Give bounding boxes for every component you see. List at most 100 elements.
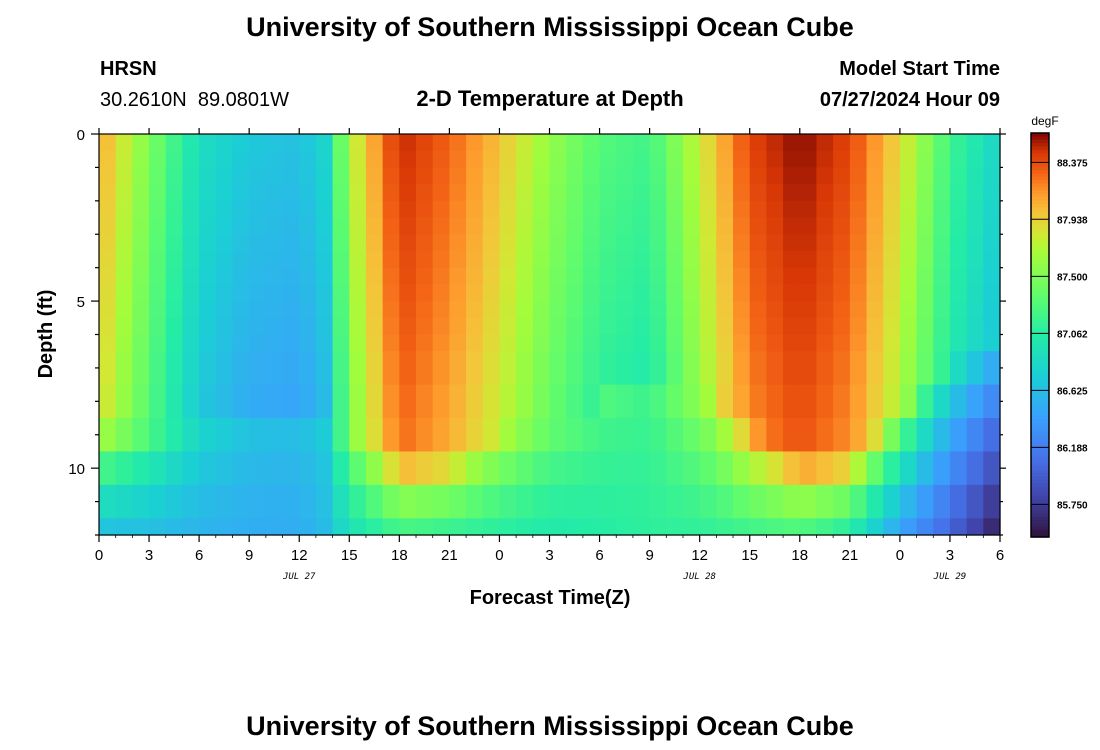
colorbar-swatch [1031, 473, 1049, 477]
heatmap-cell [899, 200, 918, 219]
heatmap-cell [365, 484, 384, 519]
heatmap-cell [432, 334, 450, 352]
heatmap-cell [749, 184, 768, 202]
heatmap-cell [132, 484, 150, 519]
heatmap-cell [733, 418, 751, 453]
heatmap-cell [716, 167, 734, 185]
heatmap-cell [449, 200, 467, 219]
heatmap-cell [232, 301, 250, 319]
heatmap-cell [766, 351, 784, 386]
x-tick-label: 12 [291, 547, 308, 564]
heatmap-cell [866, 167, 884, 185]
heatmap-cell [315, 284, 334, 302]
heatmap-cell [733, 267, 751, 285]
heatmap-cell [699, 301, 717, 319]
heatmap-cell [499, 184, 517, 202]
heatmap-cell [733, 234, 751, 252]
heatmap-cell [349, 351, 367, 386]
heatmap-cell [349, 317, 367, 336]
heatmap-cell [332, 418, 350, 453]
heatmap-cell [332, 317, 350, 336]
x-tick-label: 18 [791, 547, 808, 564]
heatmap-cell [616, 301, 634, 319]
heatmap-cell [432, 301, 450, 319]
heatmap-cell [699, 451, 717, 486]
heatmap-cell [632, 418, 651, 453]
heatmap-cell [749, 150, 768, 169]
heatmap-cell [482, 150, 501, 169]
heatmap-cell [799, 518, 818, 536]
heatmap-cell [466, 134, 484, 152]
heatmap-cell [332, 234, 350, 252]
heatmap-cell [482, 250, 501, 269]
heatmap-cell [466, 234, 484, 252]
heatmap-cell [599, 351, 617, 386]
x-tick-label: 21 [441, 547, 458, 564]
heatmap-cell [766, 134, 784, 152]
heatmap-cell [799, 484, 818, 519]
colorbar-swatch [1031, 271, 1049, 275]
heatmap-cell [766, 284, 784, 302]
heatmap-cell [649, 200, 667, 219]
heatmap-cell [616, 184, 634, 202]
heatmap-cell [799, 334, 818, 352]
heatmap-cell [115, 418, 133, 453]
heatmap-cell [849, 134, 868, 152]
heatmap-cell [599, 200, 617, 219]
heatmap-cell [165, 301, 184, 319]
heatmap-cell [699, 317, 717, 336]
colorbar-swatch [1031, 237, 1049, 242]
colorbar-swatch [1031, 257, 1049, 262]
colorbar-swatch [1031, 297, 1049, 302]
heatmap-cell [165, 150, 184, 169]
heatmap-cell [165, 267, 184, 285]
heatmap-cell [699, 484, 717, 519]
heatmap-cell [916, 200, 934, 219]
heatmap-cell [466, 200, 484, 219]
heatmap-cell [199, 284, 217, 302]
heatmap-cell [449, 334, 467, 352]
heatmap-cell [749, 418, 768, 453]
heatmap-cell [265, 451, 284, 486]
heatmap-cell [149, 150, 167, 169]
heatmap-cell [716, 184, 734, 202]
heatmap-cell [315, 301, 334, 319]
station-coords: 30.2610N 89.0801W [100, 89, 289, 111]
heatmap-cell [799, 384, 818, 419]
heatmap-cell [115, 217, 133, 235]
colorbar-swatch [1031, 452, 1049, 457]
heatmap-cell [632, 150, 651, 169]
heatmap-cell [783, 134, 801, 152]
heatmap-cell [215, 234, 234, 252]
heatmap-cell [199, 334, 217, 352]
heatmap-cell [165, 234, 184, 252]
heatmap-cell [916, 150, 934, 169]
heatmap-cell [532, 451, 551, 486]
heatmap-cell [132, 418, 150, 453]
heatmap-cell [332, 351, 350, 386]
colorbar-swatch [1031, 402, 1049, 407]
colorbar-swatch [1031, 247, 1049, 252]
heatmap-cell [682, 184, 701, 202]
heatmap-cell [916, 134, 934, 152]
colorbar-swatch [1031, 190, 1049, 195]
colorbar-swatch [1031, 203, 1049, 208]
heatmap-cell [682, 134, 701, 152]
heatmap-cell [649, 484, 667, 519]
heatmap-cell [149, 451, 167, 486]
heatmap-cell [165, 451, 184, 486]
heatmap-cell [749, 484, 768, 519]
heatmap-cell [983, 284, 1001, 302]
heatmap-cell [182, 334, 200, 352]
colorbar-swatch [1031, 493, 1049, 498]
heatmap-cell [382, 351, 400, 386]
heatmap-cell [933, 451, 951, 486]
colorbar-swatch [1031, 220, 1049, 225]
heatmap-cell [566, 150, 584, 169]
heatmap-cell [649, 518, 667, 536]
heatmap-cell [416, 150, 434, 169]
heatmap-cell [232, 150, 250, 169]
heatmap-cell [666, 317, 684, 336]
heatmap-cell [416, 217, 434, 235]
heatmap-cell [616, 284, 634, 302]
